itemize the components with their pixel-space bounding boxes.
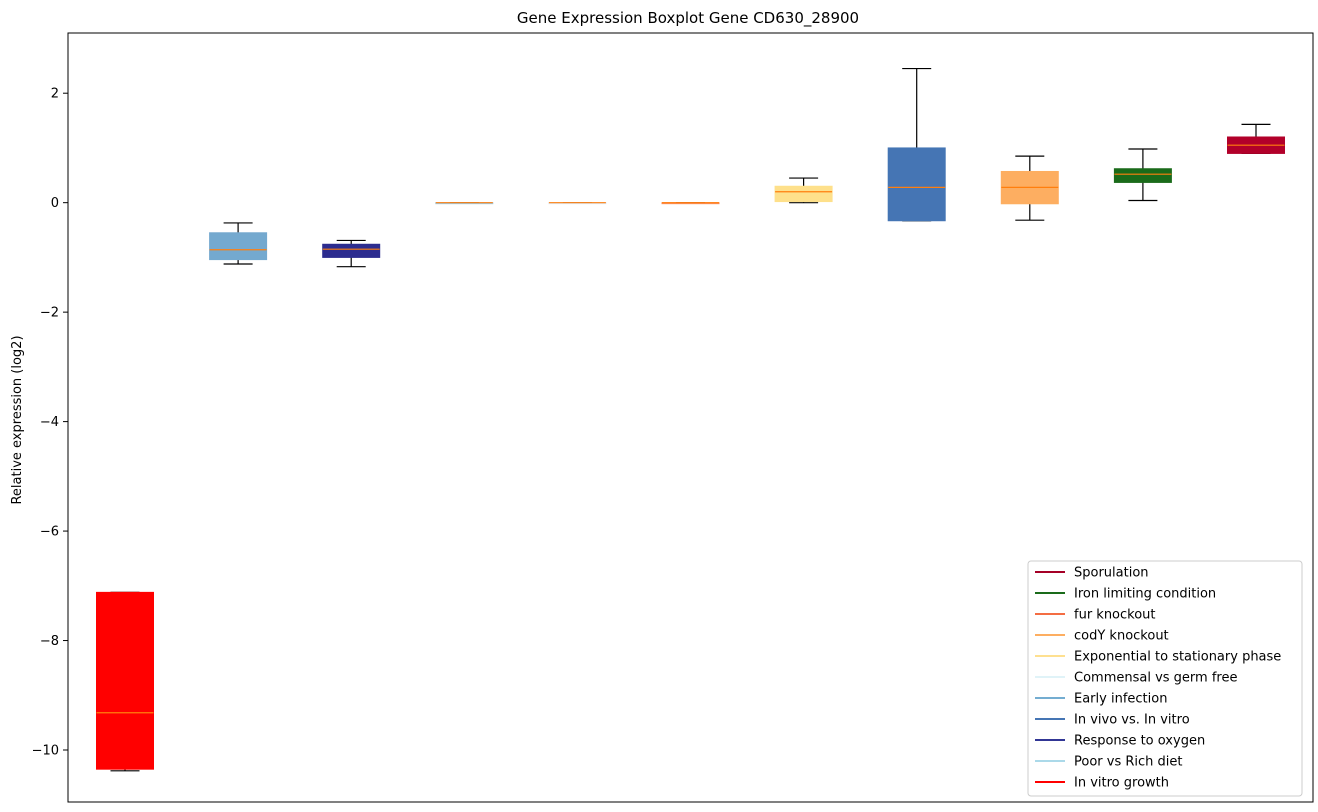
y-tick-label: 2 xyxy=(51,87,59,102)
legend-label: In vivo vs. In vitro xyxy=(1074,713,1190,728)
box-cody-knockout xyxy=(1000,155,1059,221)
plot-frame xyxy=(67,32,1314,803)
box-poor-vs-rich-diet xyxy=(435,202,494,205)
box-iron-limiting-condition xyxy=(1113,148,1172,202)
box-exponential-to-stationary-phase xyxy=(774,177,833,204)
y-axis-label: Relative expression (log2) xyxy=(10,335,25,504)
legend-label: Poor vs Rich diet xyxy=(1074,755,1182,770)
legend-label: Response to oxygen xyxy=(1074,734,1205,749)
y-tick-label: −10 xyxy=(32,744,59,759)
legend-label: codY knockout xyxy=(1074,629,1169,644)
legend-box xyxy=(1027,560,1303,797)
box-body xyxy=(774,185,833,203)
y-tick-label: −2 xyxy=(40,306,59,321)
box-commensal-vs-germ-free xyxy=(548,202,607,205)
legend: Sporulation Iron limiting condition fur kn… xyxy=(1027,560,1303,797)
y-tick-label: 0 xyxy=(51,196,59,211)
box-body xyxy=(322,243,381,258)
box-in-vivo-vs-in-vitro xyxy=(887,67,946,222)
box-body xyxy=(96,591,154,770)
y-tick-label: −8 xyxy=(40,634,59,649)
box-body xyxy=(887,147,946,222)
y-tick-label: −4 xyxy=(40,415,59,430)
box-response-to-oxygen xyxy=(322,239,381,268)
legend-label: In vitro growth xyxy=(1074,776,1169,791)
box-early-infection xyxy=(209,222,268,265)
y-axis-ticks: 2 0 −2 −4 −6 −8 −10 xyxy=(32,87,68,759)
legend-label: fur knockout xyxy=(1074,608,1156,623)
legend-label: Commensal vs germ free xyxy=(1074,671,1237,686)
boxes-group xyxy=(96,67,1285,772)
box-in-vitro-growth xyxy=(96,591,154,772)
legend-label: Exponential to stationary phase xyxy=(1074,650,1281,665)
chart-title: Gene Expression Boxplot Gene CD630_28900 xyxy=(517,9,859,28)
legend-label: Early infection xyxy=(1074,692,1167,707)
box-body xyxy=(209,232,268,261)
y-tick-label: −6 xyxy=(40,525,59,540)
box-body xyxy=(1113,168,1172,183)
box-fur-knockout xyxy=(661,202,720,205)
legend-label: Iron limiting condition xyxy=(1074,587,1216,602)
legend-label: Sporulation xyxy=(1074,566,1149,581)
box-sporulation xyxy=(1227,123,1285,155)
